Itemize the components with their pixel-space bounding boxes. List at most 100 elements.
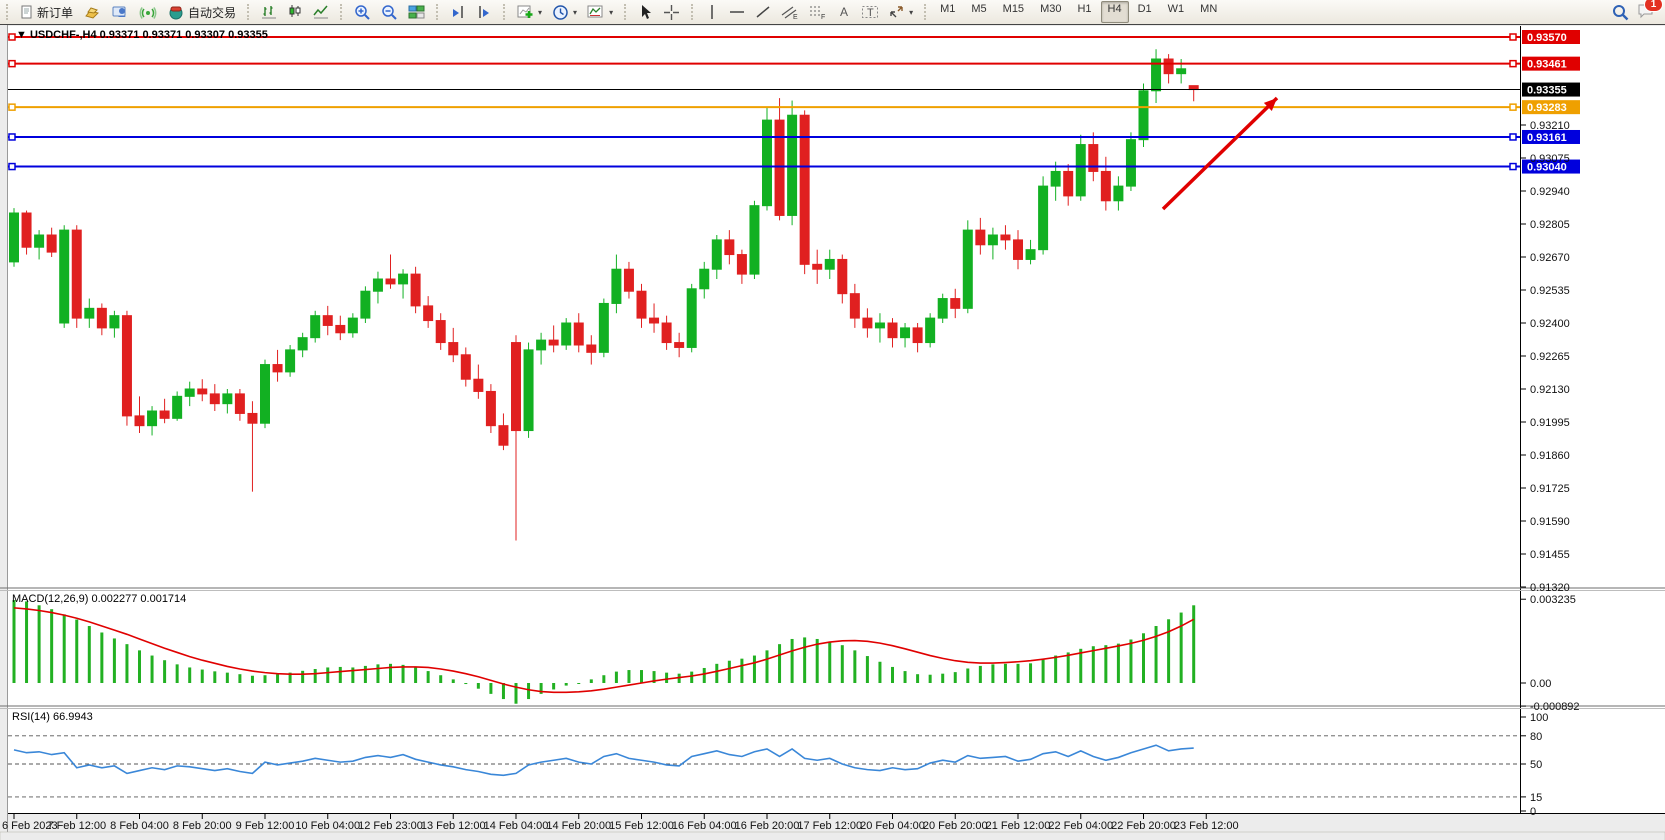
arrows-icon <box>890 6 903 18</box>
time-tick-label: 6 Feb 2023 <box>2 820 58 832</box>
line-handle[interactable] <box>8 59 16 68</box>
time-tick-label: 8 Feb 20:00 <box>173 820 232 832</box>
vertical-line-button[interactable] <box>700 1 724 23</box>
autotrading-icon <box>169 6 183 20</box>
toolbar-grip[interactable] <box>247 4 252 20</box>
line-handle[interactable] <box>1509 103 1517 111</box>
time-tick-label: 16 Feb 04:00 <box>672 820 737 832</box>
template-icon <box>587 5 603 18</box>
trend-arrow-annotation[interactable] <box>1161 96 1279 211</box>
timeframe-button-m30[interactable]: M30 <box>1040 3 1062 15</box>
price-line-label <box>1522 30 1580 44</box>
fibonacci-button[interactable]: F <box>804 1 832 23</box>
notifications-button[interactable]: 1 <box>1637 0 1663 22</box>
line-handle[interactable] <box>8 33 16 41</box>
line-handle[interactable] <box>1509 133 1517 141</box>
candle <box>1013 230 1023 270</box>
new-order-button[interactable]: 新订单 <box>15 1 78 23</box>
bar-chart-button[interactable] <box>256 1 282 23</box>
zoom-out-button[interactable] <box>376 1 403 23</box>
toolbar-grip[interactable] <box>340 4 345 20</box>
candle <box>561 318 572 350</box>
line-handle[interactable] <box>8 162 16 171</box>
candle <box>9 208 19 267</box>
candle <box>222 389 233 414</box>
indicators-button[interactable]: ▾ <box>512 1 547 23</box>
dropdown-triangle-icon[interactable]: ▼ <box>16 29 30 41</box>
arrows-button[interactable]: ▾ <box>884 1 918 23</box>
macd-bar <box>489 683 493 694</box>
macd-bar <box>652 671 656 683</box>
text-button[interactable]: A <box>832 1 856 23</box>
rsi-panel[interactable]: 100 80 50 15 0 <box>8 712 1548 818</box>
macd-bar <box>426 671 430 683</box>
equidistant-channel-button[interactable]: E <box>776 1 804 23</box>
candle <box>686 283 697 353</box>
macd-bar <box>1154 626 1158 683</box>
time-tick-label: 14 Feb 04:00 <box>484 820 549 832</box>
candlestick-chart-button[interactable] <box>282 1 308 23</box>
time-tick-label: 13 Feb 12:00 <box>421 820 486 832</box>
timeframe-button-h1[interactable]: H1 <box>1077 3 1092 15</box>
toolbar-grip[interactable] <box>503 4 508 20</box>
candlestick-chart[interactable]: 0.93570 0.93461 0.93355 0.93283 0.93161 0.930… <box>0 25 1665 840</box>
timeframe-button-m1[interactable]: M1 <box>940 3 956 15</box>
macd-bar <box>1192 605 1196 683</box>
line-handle[interactable] <box>8 133 16 141</box>
chart-shift-icon <box>453 6 463 18</box>
market-watch-button[interactable] <box>106 1 134 23</box>
timeframe-button-mn[interactable]: MN <box>1200 3 1218 15</box>
candle <box>987 227 998 260</box>
line-handle[interactable] <box>1509 162 1517 171</box>
toolbar-grip[interactable] <box>6 4 11 20</box>
dropdown-arrow-icon: ▾ <box>538 7 543 17</box>
autotrading-button[interactable]: 自动交易 <box>162 1 241 23</box>
toolbar-grip[interactable] <box>436 4 441 20</box>
candle <box>385 254 396 289</box>
candle <box>410 266 421 314</box>
horizontal-line-button[interactable] <box>724 1 750 23</box>
crosshair-button[interactable] <box>658 1 685 23</box>
price-line-label-text: 0.93040 <box>1527 162 1567 174</box>
auto-scroll-button[interactable] <box>471 1 497 23</box>
candle <box>322 305 333 336</box>
toolbar-grip[interactable] <box>924 4 929 20</box>
chart-shift-button[interactable] <box>445 1 471 23</box>
macd-panel[interactable]: 0.003235 0.00 -0.000892 <box>12 594 1580 713</box>
toolbar-grip[interactable] <box>624 4 629 20</box>
macd-bar <box>778 644 782 683</box>
timeframe-button-m15[interactable]: M15 <box>1002 3 1025 15</box>
candle <box>360 286 371 323</box>
periods-button[interactable]: ▾ <box>547 1 582 23</box>
timeframe-button-m5[interactable]: M5 <box>971 3 987 15</box>
signals-button[interactable] <box>134 1 162 23</box>
macd-bar <box>37 605 41 683</box>
line-chart-button[interactable] <box>308 1 334 23</box>
rsi-panel-divider[interactable] <box>0 705 1665 709</box>
price-line-label-text: 0.93461 <box>1527 59 1567 71</box>
line-handle[interactable] <box>1509 59 1517 68</box>
timeframe-button-w1[interactable]: W1 <box>1167 3 1185 15</box>
bottom-scroll-strip[interactable] <box>0 831 1665 840</box>
toolbar-grip[interactable] <box>691 4 696 20</box>
time-tick-label: 14 Feb 20:00 <box>546 820 611 832</box>
macd-panel-divider[interactable] <box>0 587 1665 591</box>
price-tick-label: 0.92670 <box>1530 252 1570 264</box>
timeframe-button-d1[interactable]: D1 <box>1137 3 1152 15</box>
cursor-button[interactable] <box>633 1 658 23</box>
text-label-button[interactable]: T <box>856 1 884 23</box>
tile-windows-button[interactable] <box>403 1 430 23</box>
trendline-button[interactable] <box>750 1 776 23</box>
line-handle[interactable] <box>8 103 16 111</box>
search-icon[interactable] <box>1612 4 1629 21</box>
gold-button[interactable] <box>78 1 106 23</box>
new-order-icon <box>21 5 32 19</box>
price-axis[interactable]: 0.93570 0.93461 0.93355 0.93283 0.93161 0.930… <box>1520 30 1580 594</box>
time-tick-label: 22 Feb 04:00 <box>1048 820 1113 832</box>
line-handle[interactable] <box>1509 33 1517 41</box>
price-line-label-text: 0.93283 <box>1527 102 1567 114</box>
templates-button[interactable]: ▾ <box>582 1 618 23</box>
timeframe-button-h4[interactable]: H4 <box>1100 1 1129 23</box>
zoom-in-button[interactable] <box>349 1 376 23</box>
